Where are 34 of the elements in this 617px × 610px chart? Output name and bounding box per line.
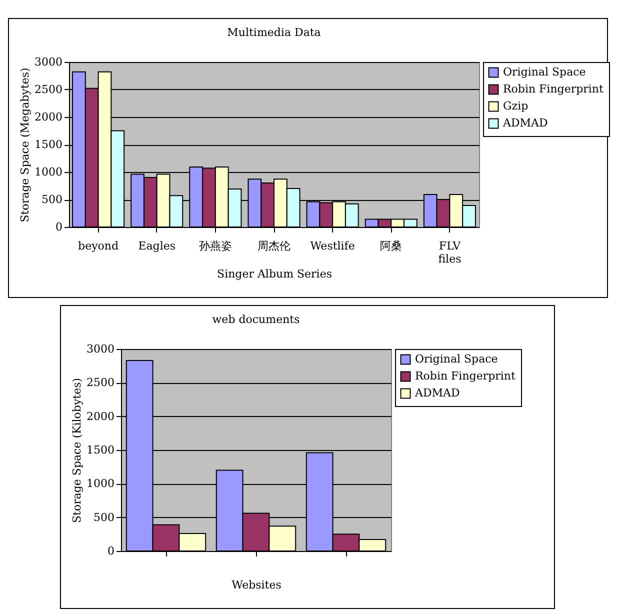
legend-label: Original Space [503,66,586,78]
y-tick-label: 2000 [34,110,62,124]
y-tick-label: 2500 [34,83,62,96]
y-tick-label: 3000 [34,56,62,68]
x-tick-label: FLV files [438,240,462,266]
x-tick-label: 周杰伦 [258,240,290,252]
x-tick-label: beyond [78,240,119,252]
y-tick-label: 500 [94,510,114,524]
y-axis-title: Storage Space (Megabytes) [18,68,32,222]
y-axis-title: Storage Space (Kilobytes) [70,378,84,524]
x-axis-title: Singer Album Series [217,268,332,280]
x-axis-title: Websites [232,578,282,592]
y-tick-label: 0 [108,544,114,558]
legend-label: Robin Fingerprint [415,370,516,382]
legend-label: ADMAD [414,386,460,400]
y-tick-label: 1000 [86,477,114,490]
y-tick-label: 2500 [86,376,114,390]
y-tick-label: 3000 [86,342,114,356]
legend-label: Robin Fingerprint [503,82,604,96]
y-tick-label: 1000 [34,166,62,178]
y-tick-label: 1500 [34,138,62,151]
y-tick-label: 0 [56,220,62,234]
chart-title: Multimedia Data [227,26,322,39]
x-tick-label: 阿桑 [380,240,402,252]
y-tick-label: 2000 [86,410,114,423]
x-tick-label: Westlife [310,240,355,252]
y-tick-label: 500 [42,193,62,206]
chart-title: web documents [212,313,300,326]
legend-label: Gzip [503,100,528,112]
legend-label: Original Space [415,352,498,366]
y-tick-label: 1500 [86,444,114,456]
x-tick-label: Eagles [138,240,176,252]
legend-label: ADMAD [502,116,548,130]
x-tick-label: 孙燕姿 [198,240,232,252]
